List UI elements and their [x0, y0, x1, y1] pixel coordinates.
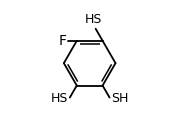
Text: F: F — [59, 34, 67, 48]
Text: HS: HS — [85, 13, 102, 26]
Text: HS: HS — [50, 92, 68, 105]
Text: SH: SH — [111, 92, 129, 105]
